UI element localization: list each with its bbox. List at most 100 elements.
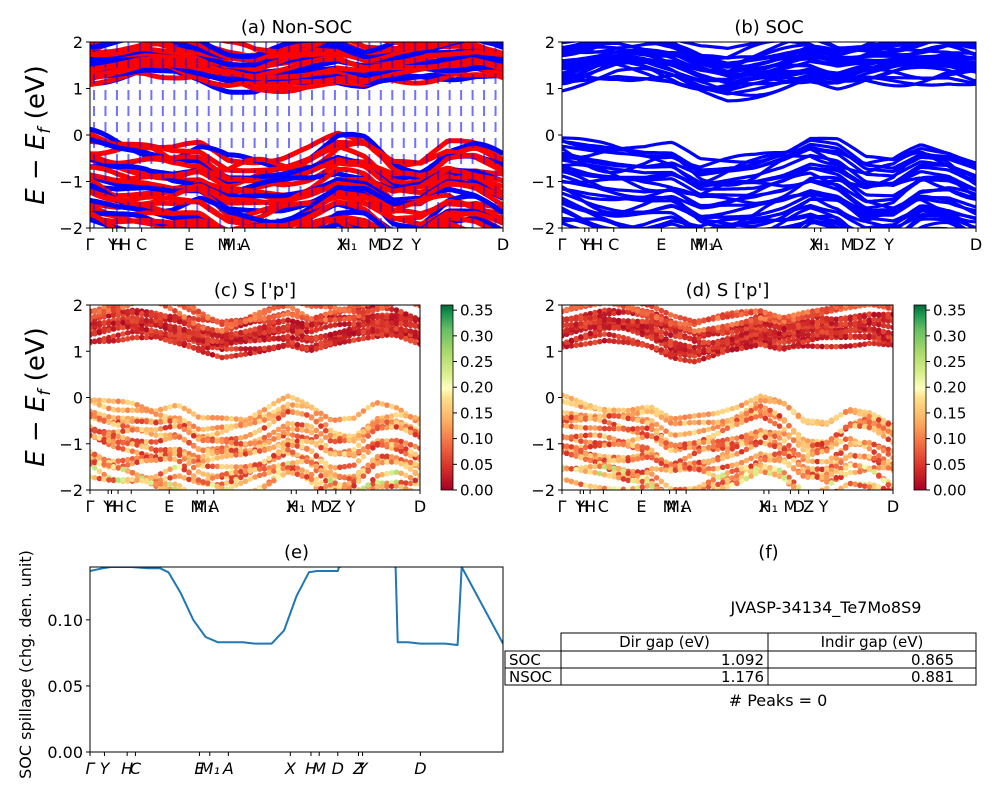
panel-c-point: [327, 305, 334, 310]
panel-c-point: [91, 433, 98, 440]
panel-d-point: [615, 486, 622, 490]
panel-b-xtick-label: E: [656, 235, 666, 254]
panel-c-point: [266, 455, 272, 462]
panel-c-point: [341, 328, 348, 334]
panel-d-point: [634, 478, 641, 484]
panel-c-point: [181, 451, 188, 458]
panel-d-point: [729, 313, 736, 319]
panel-c-point: [223, 439, 230, 445]
panel-d-point: [615, 333, 622, 340]
panel-c-point: [172, 456, 178, 463]
panel-c-point: [167, 404, 173, 410]
panel-c-point: [125, 298, 131, 304]
panel-d-point: [696, 466, 702, 473]
panel-c-point: [379, 298, 385, 304]
panel-c-point: [223, 423, 230, 430]
panel-c-point: [162, 481, 169, 487]
panel-d-point: [871, 482, 877, 489]
panel-d-point: [639, 455, 646, 461]
panel-c-point: [266, 314, 272, 321]
panel-c-point: [337, 450, 343, 457]
panel-d-point: [587, 415, 594, 422]
panel-d-point: [762, 398, 769, 404]
panel-d-point: [748, 435, 754, 442]
panel-c-point: [365, 329, 371, 335]
panel-d-point: [587, 432, 594, 438]
panel-c-point: [110, 421, 117, 427]
panel-a-bands: [90, 42, 503, 228]
panel-c-point: [275, 463, 282, 469]
panel-c-point: [195, 454, 202, 460]
panel-d-ytick-label: 1: [545, 342, 555, 361]
panel-d-point: [606, 425, 613, 432]
panel-c-point: [351, 305, 357, 310]
panel-c-point: [327, 450, 334, 457]
panel-c-point: [120, 423, 126, 429]
panel-c-point: [90, 397, 93, 404]
panel-c-point: [332, 338, 338, 345]
panel-d-point: [630, 299, 636, 305]
panel-c-point: [139, 477, 145, 484]
panel-d-point: [686, 465, 693, 471]
panel-c-point: [417, 420, 420, 427]
panel-c-point: [223, 346, 230, 352]
panel-c-point: [167, 466, 173, 473]
panel-c-point: [247, 346, 254, 352]
panel-d-point: [606, 316, 613, 323]
panel-d-point: [663, 330, 669, 337]
panel-d-point: [601, 408, 608, 414]
panel-d-colorbar-tick-label: 0.05: [933, 456, 966, 474]
panel-d-point: [644, 305, 650, 308]
panel-c-point: [304, 334, 310, 341]
panel-d-ytick-label: −1: [531, 435, 555, 454]
panel-c-point: [355, 448, 362, 455]
panel-d-point: [701, 419, 707, 426]
panel-d-point: [866, 340, 873, 347]
panel-d-point: [592, 484, 598, 490]
panel-d-point: [582, 482, 589, 489]
panel-d-point: [705, 339, 712, 346]
panel-d-point: [757, 318, 764, 325]
panel-d-point: [800, 436, 806, 443]
panel-c-point: [355, 442, 362, 449]
table-row-label: SOC: [509, 651, 541, 669]
panel-d-point: [696, 357, 702, 363]
panel-d-point: [771, 329, 778, 335]
panel-c-point: [379, 419, 386, 425]
panel-d-point: [890, 423, 893, 430]
panel-d-point: [719, 464, 726, 471]
panel-c-point: [144, 295, 150, 301]
panel-c-point: [190, 305, 197, 311]
panel-d-point: [743, 475, 750, 482]
panel-d-xtick-label: E: [636, 497, 646, 516]
panel-c-point: [318, 305, 324, 310]
panel-c-point: [294, 459, 301, 465]
panel-c-point: [337, 438, 343, 444]
panel-c-point: [256, 486, 263, 490]
panel-c-point: [124, 468, 131, 474]
panel-c-point: [91, 451, 98, 458]
panel-d-point: [677, 420, 684, 427]
panel-d-point: [824, 458, 830, 465]
panel-d-point: [885, 329, 892, 336]
panel-e-xtick-label: H: [305, 759, 317, 778]
panel-d-point: [828, 480, 835, 486]
panel-d-point: [696, 439, 702, 446]
panel-d-point: [587, 439, 594, 446]
panel-d-point: [771, 323, 778, 330]
panel-c-point: [407, 474, 414, 481]
panel-c-point: [365, 449, 371, 455]
panel-c-point: [233, 469, 239, 475]
panel-d-point: [615, 425, 622, 432]
panel-d-point: [682, 334, 688, 341]
panel-d-point: [767, 464, 773, 471]
panel-c-point: [233, 352, 239, 359]
panel-d-point: [615, 338, 622, 345]
panel-d-point: [578, 399, 584, 406]
panel-c-point: [242, 468, 249, 474]
panel-e-xtick-label: E: [194, 759, 205, 778]
panel-c-point: [129, 460, 136, 467]
panel-d-point: [686, 444, 693, 451]
panel-c-point: [172, 423, 178, 429]
panel-c-point: [379, 471, 386, 478]
